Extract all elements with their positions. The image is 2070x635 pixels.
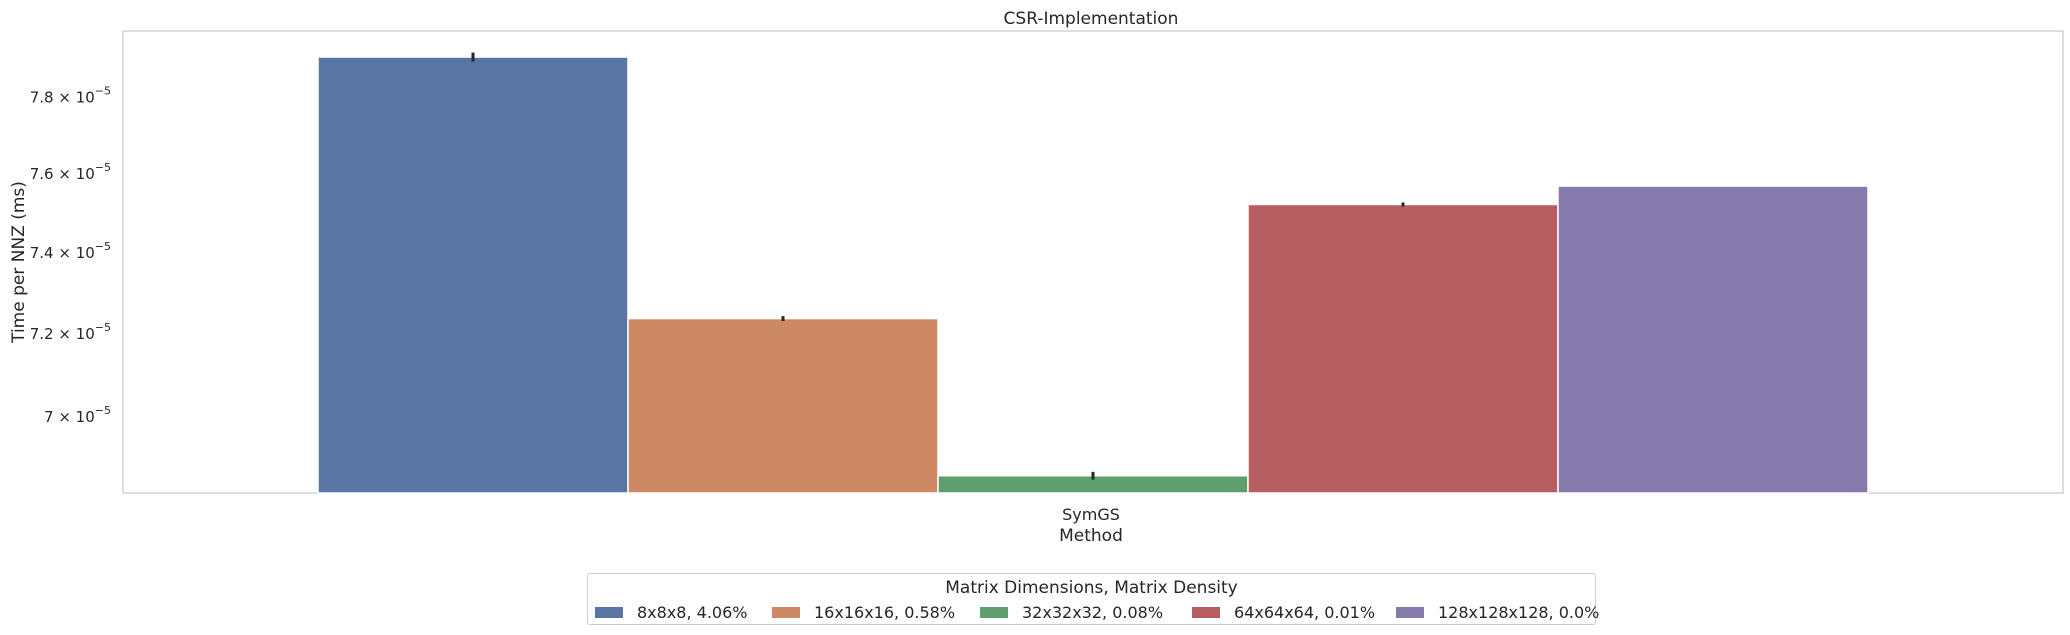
legend-item-4: 64x64x64, 0.01% bbox=[1192, 602, 1375, 622]
legend-swatch-4 bbox=[1192, 606, 1220, 618]
bar-2 bbox=[627, 317, 939, 494]
y-tick-label-4: 7.6 × 10−5 bbox=[30, 161, 111, 183]
x-axis-label: Method bbox=[1059, 526, 1123, 546]
legend-label-2: 16x16x16, 0.58% bbox=[814, 602, 956, 622]
y-tick-label-5: 7.8 × 10−5 bbox=[30, 85, 111, 107]
legend-label-4: 64x64x64, 0.01% bbox=[1234, 602, 1376, 622]
bar-4 bbox=[1247, 203, 1559, 494]
legend-swatch-5 bbox=[1396, 606, 1424, 618]
legend: Matrix Dimensions, Matrix Density 8x8x8,… bbox=[587, 573, 1599, 625]
legend-swatch-3 bbox=[980, 606, 1008, 618]
legend-label-1: 8x8x8, 4.06% bbox=[637, 602, 748, 622]
legend-label-3: 32x32x32, 0.08% bbox=[1022, 602, 1164, 622]
legend-item-1: 8x8x8, 4.06% bbox=[595, 602, 747, 622]
chart-title: CSR-Implementation bbox=[1004, 9, 1179, 29]
bar-5 bbox=[1557, 185, 1869, 494]
errorbars-group bbox=[471, 52, 1405, 480]
x-tick-label: SymGS bbox=[1062, 505, 1120, 524]
y-tick-label-3: 7.4 × 10−5 bbox=[30, 240, 111, 262]
legend-item-5: 128x128x128, 0.0% bbox=[1396, 602, 1599, 622]
legend-item-2: 16x16x16, 0.58% bbox=[772, 602, 955, 622]
bars-group bbox=[317, 56, 1869, 494]
legend-item-3: 32x32x32, 0.08% bbox=[980, 602, 1163, 622]
y-tick-label-1: 7 × 10−5 bbox=[44, 404, 111, 426]
y-tick-label-2: 7.2 × 10−5 bbox=[30, 321, 111, 343]
legend-title: Matrix Dimensions, Matrix Density bbox=[945, 578, 1238, 598]
legend-label-5: 128x128x128, 0.0% bbox=[1438, 602, 1600, 622]
y-axis-label: Time per NNZ (ms) bbox=[9, 181, 29, 344]
legend-swatch-2 bbox=[772, 606, 800, 618]
y-tick-labels: 7 × 10−5 7.2 × 10−5 7.4 × 10−5 7.6 × 10−5 7.… bbox=[30, 85, 111, 427]
bar-1 bbox=[317, 56, 629, 494]
legend-swatch-1 bbox=[595, 606, 623, 618]
